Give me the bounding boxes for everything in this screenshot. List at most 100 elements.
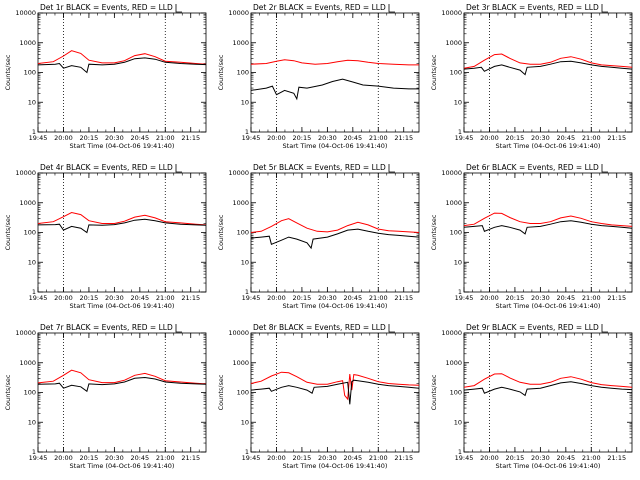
- x-tick-label: 20:45: [556, 134, 575, 142]
- x-tick-label: 21:15: [607, 294, 626, 302]
- series-red-line: [37, 211, 207, 226]
- series-black-line: [463, 381, 633, 397]
- x-tick-label: 20:15: [506, 134, 525, 142]
- x-tick-label: 19:45: [455, 294, 474, 302]
- y-tick-label: 10: [454, 98, 462, 106]
- y-axis-label: Counts/sec: [430, 54, 438, 90]
- y-tick-label: 1: [458, 448, 462, 456]
- plot-frame: [37, 172, 207, 293]
- top-right-marker: [601, 164, 608, 173]
- y-tick-label: 10000: [15, 169, 36, 177]
- plot-frame: [250, 172, 420, 293]
- x-axis-label: Start Time (04-Oct-06 19:41:40): [283, 302, 388, 310]
- x-axis-label: Start Time (04-Oct-06 19:41:40): [283, 142, 388, 150]
- detector-panel-2: Det 2r BLACK = Events, RED = LLD 1 10 100 10…: [217, 3, 420, 150]
- x-tick-label: 20:45: [556, 454, 575, 462]
- panel-title: Det 6r BLACK = Events, RED = LLD: [466, 163, 599, 172]
- y-tick-label: 100: [450, 229, 462, 237]
- x-tick-label: 21:15: [181, 134, 200, 142]
- x-tick-label: 19:45: [455, 134, 474, 142]
- top-right-marker: [601, 4, 608, 13]
- detector-panel-3: Det 3r BLACK = Events, RED = LLD 1 10 100 10…: [430, 3, 633, 150]
- series-black-line: [250, 228, 420, 250]
- top-right-marker: [175, 324, 182, 333]
- series-red-line: [463, 53, 633, 69]
- x-axis-label: Start Time (04-Oct-06 19:41:40): [496, 142, 601, 150]
- series-black-line: [37, 57, 207, 74]
- x-tick-label: 20:30: [105, 294, 124, 302]
- y-tick-label: 1000: [445, 359, 462, 367]
- x-axis-label: Start Time (04-Oct-06 19:41:40): [70, 142, 175, 150]
- y-tick-label: 100: [24, 229, 36, 237]
- x-tick-label: 20:30: [531, 454, 550, 462]
- detector-panel-5: Det 5r BLACK = Events, RED = LLD 1 10 100 10…: [217, 163, 420, 310]
- plot-frame: [250, 12, 420, 133]
- x-tick-label: 20:45: [343, 454, 362, 462]
- y-tick-label: 1000: [19, 199, 36, 207]
- series-red-line: [37, 50, 207, 65]
- y-tick-label: 1: [245, 128, 249, 136]
- x-tick-label: 21:00: [369, 294, 388, 302]
- series-red-line: [250, 218, 420, 233]
- y-tick-label: 100: [237, 69, 249, 77]
- x-tick-label: 20:45: [556, 294, 575, 302]
- y-tick-label: 1: [458, 288, 462, 296]
- y-tick-label: 1000: [19, 39, 36, 47]
- x-tick-label: 20:15: [293, 454, 312, 462]
- y-tick-label: 10000: [15, 329, 36, 337]
- panel-title: Det 2r BLACK = Events, RED = LLD: [253, 3, 386, 12]
- x-axis-label: Start Time (04-Oct-06 19:41:40): [496, 462, 601, 470]
- x-tick-label: 20:45: [343, 134, 362, 142]
- x-tick-label: 20:45: [343, 294, 362, 302]
- x-axis-label: Start Time (04-Oct-06 19:41:40): [70, 462, 175, 470]
- plot-frame: [463, 172, 633, 293]
- top-right-marker: [175, 4, 182, 13]
- y-tick-label: 1: [245, 288, 249, 296]
- detector-panel-1: Det 1r BLACK = Events, RED = LLD 1 10 100 10…: [4, 3, 207, 150]
- series-black-line: [250, 78, 419, 101]
- y-tick-label: 10000: [441, 169, 462, 177]
- y-axis-label: Counts/sec: [430, 374, 438, 410]
- y-tick-label: 10: [28, 98, 36, 106]
- y-tick-label: 1: [32, 448, 36, 456]
- x-tick-label: 21:00: [156, 134, 175, 142]
- x-tick-label: 20:30: [318, 454, 337, 462]
- plot-frame: [37, 12, 207, 133]
- plot-frame: [463, 332, 633, 453]
- y-tick-label: 1: [32, 288, 36, 296]
- y-tick-label: 100: [237, 389, 249, 397]
- x-tick-label: 21:15: [607, 134, 626, 142]
- x-tick-label: 21:15: [394, 454, 413, 462]
- x-axis-label: Start Time (04-Oct-06 19:41:40): [283, 462, 388, 470]
- y-tick-label: 10: [454, 418, 462, 426]
- x-tick-label: 20:00: [480, 294, 499, 302]
- x-tick-label: 20:15: [506, 294, 525, 302]
- x-tick-label: 20:00: [54, 134, 73, 142]
- y-tick-label: 10: [28, 418, 36, 426]
- x-tick-label: 20:00: [267, 454, 286, 462]
- x-tick-label: 20:30: [105, 134, 124, 142]
- y-tick-label: 10000: [441, 329, 462, 337]
- detector-panel-7: Det 7r BLACK = Events, RED = LLD 1 10 100 10…: [4, 323, 207, 470]
- panel-title: Det 8r BLACK = Events, RED = LLD: [253, 323, 386, 332]
- x-tick-label: 20:00: [480, 454, 499, 462]
- y-tick-label: 10: [454, 258, 462, 266]
- y-tick-label: 10: [241, 258, 249, 266]
- panel-title: Det 1r BLACK = Events, RED = LLD: [40, 3, 173, 12]
- x-tick-label: 20:15: [80, 134, 99, 142]
- y-tick-label: 1000: [232, 199, 249, 207]
- series-red-line: [463, 373, 633, 388]
- y-tick-label: 10: [241, 98, 249, 106]
- x-tick-label: 21:15: [181, 454, 200, 462]
- y-tick-label: 1: [245, 448, 249, 456]
- panel-title: Det 7r BLACK = Events, RED = LLD: [40, 323, 173, 332]
- series-red-line: [250, 371, 420, 401]
- x-tick-label: 21:15: [607, 454, 626, 462]
- y-axis-label: Counts/sec: [430, 214, 438, 250]
- y-tick-label: 10000: [15, 9, 36, 17]
- x-tick-label: 19:45: [455, 454, 474, 462]
- x-tick-label: 21:15: [181, 294, 200, 302]
- panel-title: Det 4r BLACK = Events, RED = LLD: [40, 163, 173, 172]
- x-tick-label: 20:15: [80, 294, 99, 302]
